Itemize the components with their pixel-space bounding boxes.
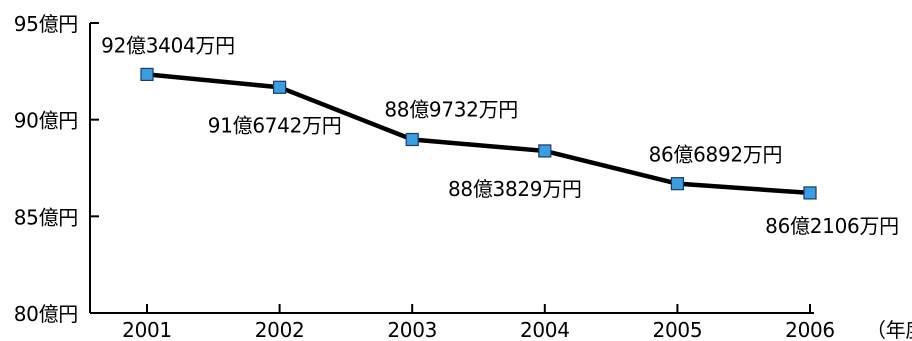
data-label: 86億6892万円 (649, 143, 783, 167)
series-line (144, 72, 813, 196)
data-point-marker (140, 67, 154, 82)
data-label: 88億3829万円 (448, 177, 582, 201)
x-tick-label: 2001 (122, 318, 172, 341)
data-label: 86億2106万円 (765, 214, 899, 238)
y-tick-label: 90億円 (14, 109, 78, 133)
data-label: 91億6742万円 (208, 113, 342, 137)
axes (89, 22, 814, 314)
x-tick-label: 2002 (255, 318, 305, 341)
data-point-marker (273, 80, 287, 94)
series-group (140, 67, 817, 200)
x-tick-labels: 2001 2002 2003 2004 2005 2006 (122, 318, 835, 341)
x-tick-label: 2004 (520, 318, 570, 341)
data-point-marker (803, 186, 817, 200)
x-tick-label: 2006 (785, 318, 835, 341)
x-tick-label: 2005 (653, 318, 703, 341)
x-tick-label: 2003 (387, 318, 437, 341)
y-tick-label: 85億円 (14, 205, 78, 229)
y-tick-label: 80億円 (14, 302, 78, 326)
data-label: 92億3404万円 (101, 33, 235, 57)
data-point-marker (670, 177, 685, 191)
x-axis-unit-label: （年度） (866, 318, 912, 341)
data-point-marker (405, 132, 419, 147)
y-tick-label: 95億円 (14, 12, 78, 36)
y-tick-labels: 80億円 85億円 90億円 95億円 (14, 12, 79, 326)
data-labels: 92億3404万円 91億6742万円 88億9732万円 88億3829万円 86億6… (101, 33, 899, 238)
data-point-marker (538, 144, 552, 158)
data-label: 88億9732万円 (384, 98, 518, 122)
